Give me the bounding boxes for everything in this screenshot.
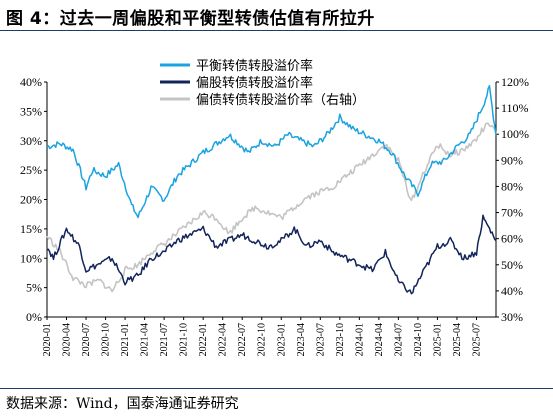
series-line-equity: [46, 214, 497, 295]
line-chart: 0% 5% 10% 15% 20% 25% 30% 35% 40% 30% 40% 50% 60% 70%…: [20, 58, 529, 356]
x-tick-label: 2020-04: [62, 323, 73, 356]
legend-label: 平衡转债转股溢价率: [196, 58, 313, 74]
y-right-tick-label: 90%: [501, 153, 523, 167]
chart-series: [46, 85, 497, 295]
figure-title: 图 4：过去一周偏股和平衡型转债估值有所拉升: [6, 9, 375, 29]
y-left-tick-label: 20%: [20, 193, 42, 207]
y-right-tick-label: 70%: [501, 206, 523, 220]
x-tick-label: 2022-10: [257, 323, 268, 356]
y-right-tick-label: 40%: [501, 284, 523, 298]
y-left-tick-label: 0%: [26, 310, 42, 324]
x-tick-label: 2025-07: [471, 323, 482, 356]
x-tick-label: 2024-04: [374, 323, 385, 356]
y-left-tick-label: 5%: [26, 281, 42, 295]
y-left-tick-label: 10%: [20, 251, 42, 265]
y-right-tick-label: 30%: [501, 310, 523, 324]
x-tick-label: 2022-04: [218, 323, 229, 356]
series-line-debt: [46, 122, 497, 293]
x-tick-label: 2020-01: [42, 323, 53, 356]
x-tick-label: 2025-04: [452, 323, 463, 356]
x-tick-label: 2021-01: [120, 323, 131, 356]
y-left-tick-label: 40%: [20, 75, 42, 89]
x-tick-label: 2025-01: [432, 323, 443, 356]
chart-axes: 0% 5% 10% 15% 20% 25% 30% 35% 40% 30% 40% 50% 60% 70%…: [20, 75, 529, 356]
x-tick-label: 2024-07: [393, 323, 404, 356]
y-right-tick-label: 120%: [501, 75, 529, 89]
x-tick-label: 2023-01: [276, 323, 287, 356]
legend-label: 偏股转债转股溢价率: [196, 75, 313, 91]
y-right-tick-label: 100%: [501, 127, 529, 141]
source-note: 数据来源：Wind，国泰海通证券研究: [6, 396, 239, 412]
x-tick-label: 2021-07: [159, 323, 170, 356]
x-tick-label: 2021-04: [140, 323, 151, 356]
x-tick-label: 2023-04: [296, 323, 307, 356]
x-tick-label: 2023-07: [315, 323, 326, 356]
x-tick-label: 2022-07: [237, 323, 248, 356]
y-left-tick-label: 25%: [20, 163, 42, 177]
footer-divider: [0, 388, 553, 389]
y-right-tick-label: 110%: [501, 101, 529, 115]
y-right-tick-label: 60%: [501, 232, 523, 246]
y-left-tick-label: 30%: [20, 134, 42, 148]
y-left-tick-label: 15%: [20, 222, 42, 236]
x-tick-label: 2022-01: [198, 323, 209, 356]
x-tick-label: 2021-10: [179, 323, 190, 356]
x-tick-label: 2024-10: [413, 323, 424, 356]
x-tick-label: 2020-07: [81, 323, 92, 356]
y-left-tick-label: 35%: [20, 104, 42, 118]
x-tick-label: 2024-01: [354, 323, 365, 356]
title-divider: [0, 30, 553, 31]
y-right-tick-label: 80%: [501, 179, 523, 193]
x-tick-label: 2020-10: [101, 323, 112, 356]
legend-label: 偏债转债转股溢价率（右轴）: [196, 92, 365, 108]
x-tick-label: 2023-10: [335, 323, 346, 356]
y-right-tick-label: 50%: [501, 258, 523, 272]
series-line-balanced: [46, 85, 497, 219]
